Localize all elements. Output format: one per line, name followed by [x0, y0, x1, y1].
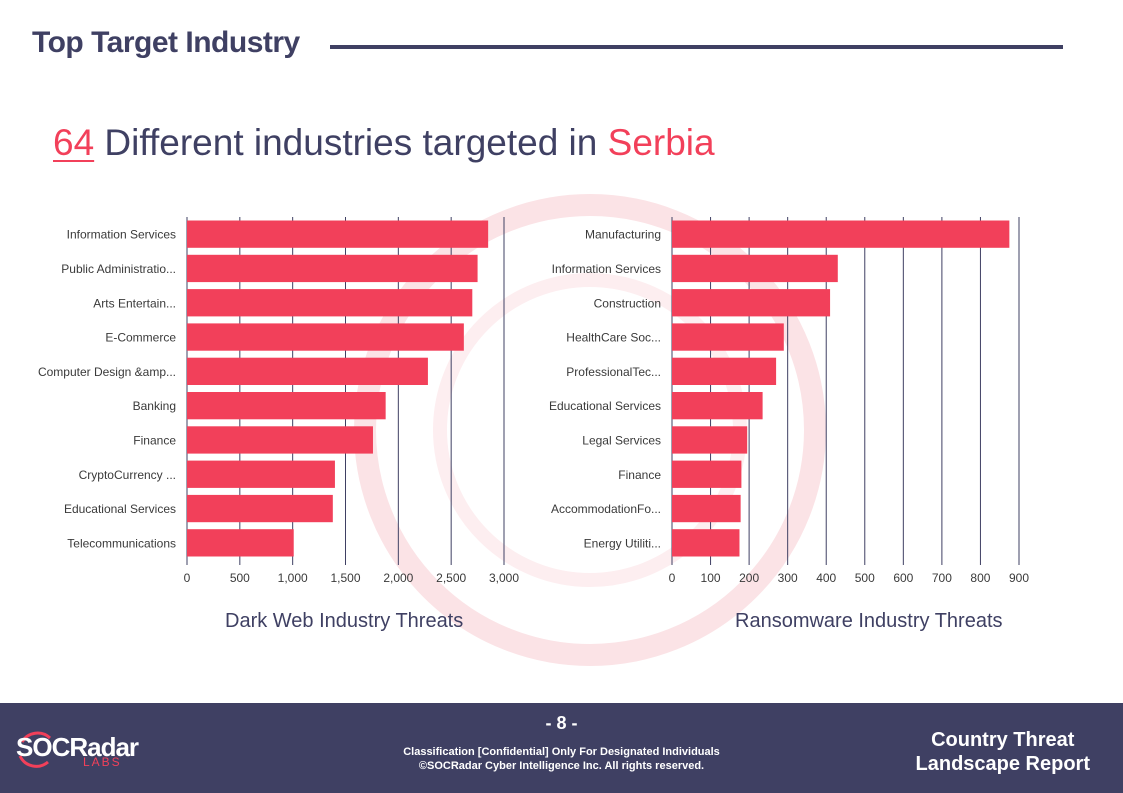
darkweb-tick-label: 3,000	[489, 571, 519, 585]
darkweb-bar	[187, 392, 386, 420]
copyright-line: ©SOCRadar Cyber Intelligence Inc. All ri…	[418, 760, 705, 772]
ransomware-tick-label: 800	[970, 571, 990, 585]
darkweb-bar	[187, 357, 428, 385]
ransomware-tick-label: 400	[816, 571, 836, 585]
ransomware-tick-label: 0	[669, 571, 676, 585]
darkweb-category-label: Telecommunications	[67, 536, 176, 550]
darkweb-category-label: Public Administratio...	[61, 262, 176, 276]
darkweb-bar	[187, 426, 373, 454]
darkweb-bar	[187, 460, 335, 488]
darkweb-category-label: Arts Entertain...	[93, 296, 176, 310]
logo-wordmark: SOCRadar	[16, 732, 139, 762]
ransomware-tick-label: 700	[932, 571, 952, 585]
ransomware-tick-label: 900	[1009, 571, 1029, 585]
darkweb-bar	[187, 289, 473, 317]
darkweb-bar	[187, 323, 464, 351]
darkweb-chart-subtitle: Dark Web Industry Threats	[225, 610, 464, 632]
radar-logo-icon	[18, 731, 52, 768]
darkweb-category-label: Banking	[133, 399, 176, 413]
footer: SOCRadar LABS - 8 - Classification [Conf…	[0, 703, 1123, 793]
ransomware-bar	[672, 289, 831, 317]
darkweb-bar	[187, 529, 294, 557]
ransomware-category-label: HealthCare Soc...	[566, 331, 661, 345]
darkweb-bar	[187, 254, 478, 283]
country-name: Serbia	[607, 122, 715, 163]
darkweb-tick-label: 1,500	[330, 571, 360, 585]
ransomware-category-label: Manufacturing	[585, 228, 661, 242]
darkweb-category-label: Computer Design &amp...	[38, 365, 176, 379]
ransomware-category-label: AccommodationFo...	[551, 502, 661, 516]
headline-text: Different industries targeted in	[94, 122, 608, 163]
classification-notice: Classification [Confidential] Only For D…	[0, 745, 1123, 773]
ransomware-bar	[672, 460, 742, 488]
page-title: Top Target Industry	[32, 26, 300, 59]
ransomware-bar	[672, 220, 1010, 248]
darkweb-category-label: CryptoCurrency ...	[79, 468, 176, 482]
darkweb-category-label: Information Services	[67, 228, 176, 242]
darkweb-tick-label: 1,000	[278, 571, 308, 585]
report-title-line-1: Country Threat	[931, 729, 1075, 751]
ransomware-tick-label: 200	[739, 571, 759, 585]
ransomware-category-label: Educational Services	[549, 399, 661, 413]
ransomware-category-label: Legal Services	[582, 433, 661, 447]
ransomware-bar	[672, 494, 741, 523]
darkweb-category-label: E-Commerce	[105, 331, 176, 345]
ransomware-tick-label: 500	[855, 571, 875, 585]
industry-bar-charts: 0 500 1,000 1,500 2,000 2,500 3,000 Information…	[38, 217, 1029, 585]
ransomware-tick-label: 300	[778, 571, 798, 585]
page-number: - 8 -	[545, 713, 578, 733]
darkweb-bar	[187, 220, 489, 248]
ransomware-bar	[672, 357, 777, 385]
industry-count: 64	[53, 122, 95, 163]
ransomware-bar	[672, 529, 740, 557]
socradar-logo: SOCRadar LABS	[16, 726, 146, 776]
ransomware-bar	[672, 426, 748, 454]
ransomware-chart-subtitle: Ransomware Industry Threats	[735, 610, 1003, 632]
logo-labs: LABS	[83, 755, 122, 769]
report-title-line-2: Landscape Report	[915, 753, 1090, 775]
darkweb-category-label: Finance	[133, 433, 176, 447]
ransomware-category-label: Finance	[618, 468, 661, 482]
ransomware-category-label: Construction	[594, 296, 661, 310]
title-divider	[330, 45, 1063, 49]
ransomware-category-label: Information Services	[552, 262, 661, 276]
report-title: Country Threat Landscape Report	[916, 728, 1090, 776]
ransomware-tick-label: 600	[893, 571, 913, 585]
ransomware-category-label: ProfessionalTec...	[566, 365, 661, 379]
darkweb-tick-label: 500	[230, 571, 250, 585]
ransomware-bar	[672, 392, 763, 420]
darkweb-category-label: Educational Services	[64, 502, 176, 516]
ransomware-bar	[672, 323, 784, 351]
ransomware-tick-label: 100	[701, 571, 721, 585]
darkweb-tick-label: 2,000	[383, 571, 413, 585]
ransomware-category-label: Energy Utiliti...	[584, 536, 661, 550]
ransomware-bar	[672, 254, 838, 283]
darkweb-bar	[187, 494, 333, 523]
darkweb-tick-label: 2,500	[436, 571, 466, 585]
darkweb-tick-label: 0	[184, 571, 191, 585]
headline: 64 Different industries targeted in Serb…	[53, 122, 715, 164]
classification-line-1: Classification [Confidential] Only For D…	[403, 746, 720, 758]
